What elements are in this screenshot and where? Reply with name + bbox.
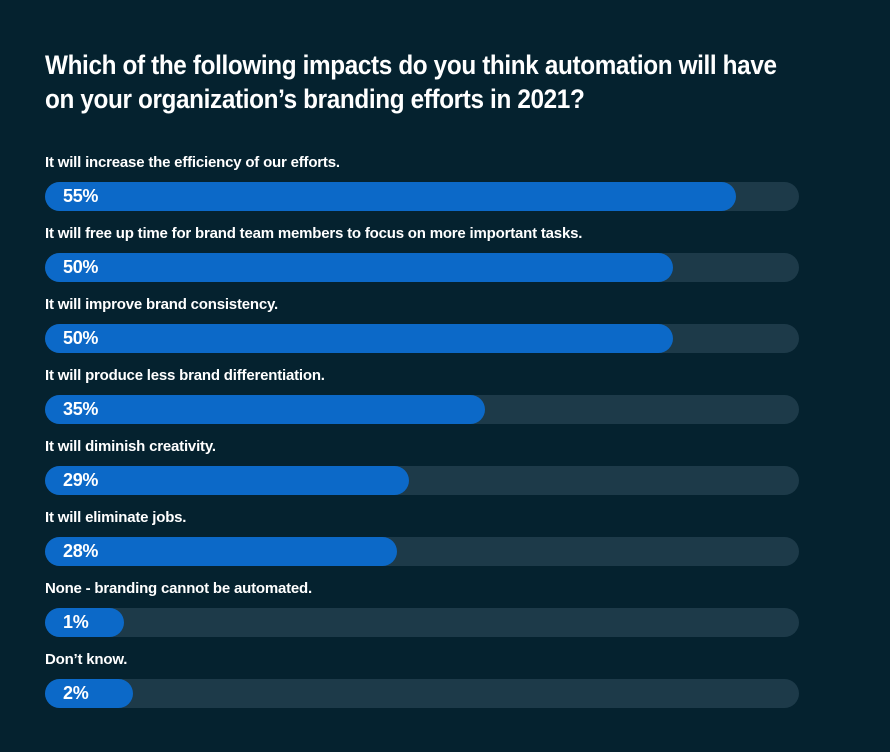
bar-label: It will produce less brand differentiati… — [45, 367, 325, 384]
bar-value: 50% — [63, 328, 99, 348]
bar-row: It will increase the efficiency of our e… — [45, 154, 799, 211]
bar-label: It will improve brand consistency. — [45, 296, 278, 313]
bar-fill: 1% — [45, 608, 124, 637]
bar-track: 35% — [45, 395, 799, 424]
chart-title-line1: Which of the following impacts do you th… — [45, 50, 777, 80]
bar-fill: 50% — [45, 324, 673, 353]
chart-title: Which of the following impacts do you th… — [45, 48, 806, 116]
bar-row: None - branding cannot be automated. 1% — [45, 580, 799, 637]
bar-track: 2% — [45, 679, 799, 708]
bar-label: Don’t know. — [45, 651, 128, 668]
bar-label: None - branding cannot be automated. — [45, 580, 312, 597]
bar-label: It will eliminate jobs. — [45, 509, 187, 526]
bar-label: It will free up time for brand team memb… — [45, 225, 583, 242]
bar-row: It will produce less brand differentiati… — [45, 367, 799, 424]
bar-value: 55% — [63, 186, 99, 206]
bar-track: 50% — [45, 253, 799, 282]
chart-title-line2: on your organization’s branding efforts … — [45, 84, 585, 114]
bar-value: 35% — [63, 399, 99, 419]
bar-row: Don’t know. 2% — [45, 651, 799, 708]
bar-track: 55% — [45, 182, 799, 211]
bar-fill: 29% — [45, 466, 409, 495]
bar-label: It will increase the efficiency of our e… — [45, 154, 340, 171]
bar-fill: 50% — [45, 253, 673, 282]
bar-fill: 2% — [45, 679, 133, 708]
bar-track: 29% — [45, 466, 799, 495]
bar-label: It will diminish creativity. — [45, 438, 216, 455]
bar-value: 29% — [63, 470, 99, 490]
bar-fill: 55% — [45, 182, 736, 211]
bar-track: 1% — [45, 608, 799, 637]
bar-value: 2% — [63, 683, 89, 703]
bar-track: 28% — [45, 537, 799, 566]
bar-row: It will diminish creativity. 29% — [45, 438, 799, 495]
bar-fill: 35% — [45, 395, 485, 424]
bar-row: It will eliminate jobs. 28% — [45, 509, 799, 566]
bar-value: 50% — [63, 257, 99, 277]
bar-value: 28% — [63, 541, 99, 561]
bar-rows: It will increase the efficiency of our e… — [45, 154, 799, 708]
bar-value: 1% — [63, 612, 89, 632]
bar-row: It will improve brand consistency. 50% — [45, 296, 799, 353]
bar-fill: 28% — [45, 537, 397, 566]
bar-row: It will free up time for brand team memb… — [45, 225, 799, 282]
bar-track: 50% — [45, 324, 799, 353]
